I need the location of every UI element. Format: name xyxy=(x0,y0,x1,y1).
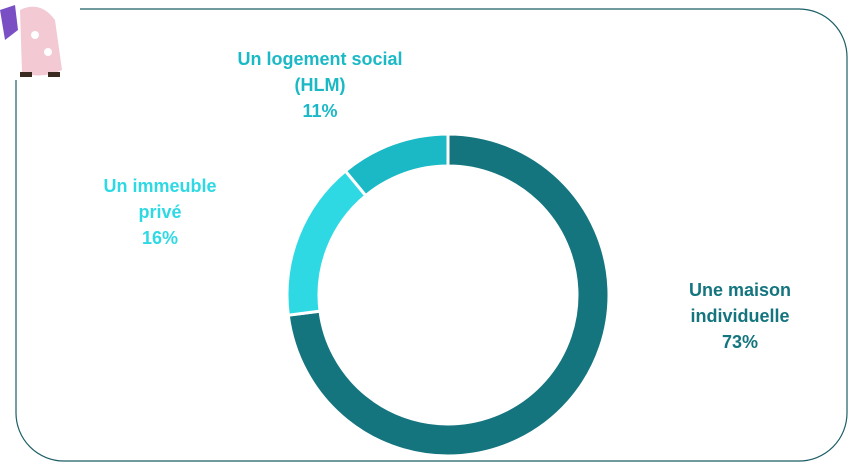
page: Une maison individuelle 73% Un immeuble … xyxy=(0,0,851,468)
donut-slice xyxy=(287,171,366,315)
slice-label: Un logement social (HLM) 11% xyxy=(230,46,410,124)
category-label: Un logement social (HLM) xyxy=(230,46,410,98)
value-label: 16% xyxy=(82,225,238,251)
category-label: Un immeuble privé xyxy=(82,173,238,225)
slice-label: Une maison individuelle 73% xyxy=(660,277,820,355)
category-label: Une maison individuelle xyxy=(660,277,820,329)
value-label: 73% xyxy=(660,329,820,355)
donut-slice xyxy=(345,134,448,196)
value-label: 11% xyxy=(230,98,410,124)
decoration xyxy=(0,0,80,80)
slice-label: Un immeuble privé 16% xyxy=(82,173,238,251)
